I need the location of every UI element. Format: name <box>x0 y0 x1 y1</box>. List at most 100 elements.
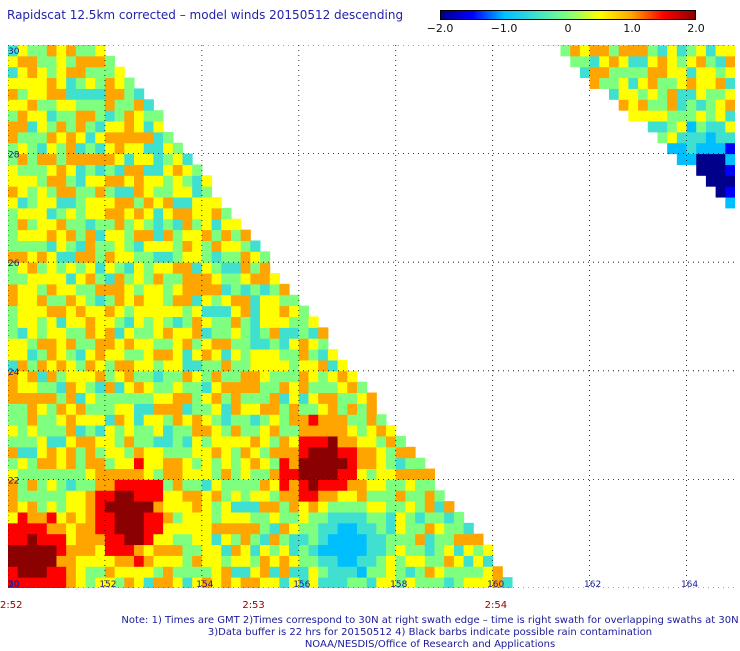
heatmap-cell <box>221 349 232 361</box>
heatmap-cell <box>124 110 135 122</box>
heatmap-cell <box>250 511 261 524</box>
heatmap-cell <box>66 446 77 459</box>
heatmap-cell <box>318 392 329 404</box>
heatmap-cell <box>260 251 271 263</box>
heatmap-cell <box>46 66 57 79</box>
heatmap-cell <box>37 414 48 426</box>
heatmap-cell <box>279 522 290 535</box>
heatmap-cell <box>686 45 697 46</box>
heatmap-cell <box>37 218 48 231</box>
heatmap-cell <box>27 110 38 122</box>
heatmap-cell <box>172 381 183 394</box>
heatmap-cell <box>66 544 77 556</box>
heatmap-cell <box>75 370 87 383</box>
heatmap-cell <box>172 392 183 404</box>
heatmap-cell <box>56 175 67 187</box>
heatmap-cell <box>104 316 116 328</box>
heatmap-cell <box>395 577 406 588</box>
heatmap-cell <box>124 555 135 567</box>
heatmap-cell <box>124 186 135 198</box>
heatmap-cell <box>143 142 154 155</box>
heatmap-cell <box>163 522 174 535</box>
heatmap-cell <box>143 577 154 588</box>
heatmap-cell <box>424 566 435 578</box>
heatmap-cell <box>75 533 87 546</box>
heatmap-cell <box>269 577 280 588</box>
heatmap-cell <box>104 131 116 144</box>
heatmap-cell <box>56 511 67 524</box>
heatmap-cell <box>46 316 57 328</box>
heatmap-cell <box>230 359 242 372</box>
heatmap-cell <box>230 479 242 491</box>
heatmap-cell <box>337 544 348 556</box>
heatmap-cell <box>347 511 358 524</box>
heatmap-cell <box>705 153 717 165</box>
heatmap-cell <box>386 425 397 437</box>
heatmap-cell <box>143 283 154 296</box>
heatmap-cell <box>153 392 164 404</box>
heatmap-cell <box>308 468 319 480</box>
heatmap-cell <box>182 522 193 535</box>
heatmap-cell <box>318 511 329 524</box>
heatmap-cell <box>618 55 629 68</box>
heatmap-cell <box>725 45 735 46</box>
heatmap-cell <box>192 414 203 426</box>
heatmap-cell <box>366 533 377 546</box>
heatmap-cell <box>46 327 57 339</box>
heatmap-cell <box>289 435 300 448</box>
heatmap-cell <box>192 294 203 307</box>
heatmap-cell <box>134 327 145 339</box>
heatmap-cell <box>124 577 135 588</box>
heatmap-cell <box>260 349 271 361</box>
heatmap-cell <box>56 359 67 372</box>
heatmap-cell <box>250 392 261 404</box>
heatmap-cell <box>182 555 193 567</box>
heatmap-cell <box>37 490 48 502</box>
heatmap-cell <box>230 566 242 578</box>
heatmap-cell <box>405 479 416 491</box>
heatmap-cell <box>114 435 125 448</box>
heatmap-cell <box>298 544 309 556</box>
heatmap-cell <box>269 359 280 372</box>
heatmap-cell <box>37 273 48 285</box>
heatmap-cell <box>172 359 183 372</box>
heatmap-cell <box>298 349 309 361</box>
heatmap-cell <box>279 381 290 394</box>
heatmap-cell <box>85 251 96 263</box>
heatmap-cell <box>153 490 164 502</box>
heatmap-cell <box>182 197 193 209</box>
heatmap-cell <box>66 99 77 111</box>
heatmap-cell <box>434 555 445 567</box>
heatmap-cell <box>211 207 222 220</box>
heatmap-cell <box>376 501 387 513</box>
heatmap-cell <box>143 349 154 361</box>
heatmap-cell <box>163 392 174 404</box>
heatmap-cell <box>308 338 319 350</box>
heatmap-cell <box>95 45 106 46</box>
heatmap-cell <box>124 392 135 404</box>
heatmap-cell <box>46 446 57 459</box>
y-tick-label: 22 <box>8 476 19 486</box>
heatmap-cell <box>95 305 106 317</box>
heatmap-cell <box>8 99 19 111</box>
heatmap-cell <box>143 262 154 274</box>
heatmap-cell <box>366 435 377 448</box>
heatmap-cell <box>17 175 28 187</box>
heatmap-cell <box>182 370 193 383</box>
heatmap-cell <box>8 457 19 470</box>
heatmap-cell <box>95 501 106 513</box>
heatmap-cell <box>104 490 116 502</box>
heatmap-cell <box>27 316 38 328</box>
heatmap-cell <box>134 142 145 155</box>
heatmap-cell <box>95 218 106 231</box>
heatmap-cell <box>56 403 67 415</box>
heatmap-cell <box>347 403 358 415</box>
heatmap-cell <box>386 490 397 502</box>
heatmap-cell <box>17 392 28 404</box>
heatmap-cell <box>163 403 174 415</box>
heatmap-cell <box>37 338 48 350</box>
heatmap-cell <box>201 370 213 383</box>
heatmap-cell <box>269 479 280 491</box>
heatmap-cell <box>725 131 735 144</box>
heatmap-cell <box>657 45 668 57</box>
